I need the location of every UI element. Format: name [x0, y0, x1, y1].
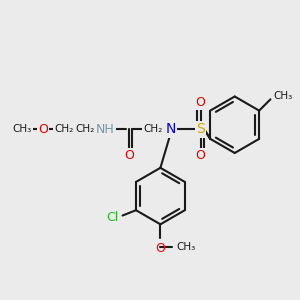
Text: CH₂: CH₂ [75, 124, 94, 134]
Text: CH₃: CH₃ [273, 91, 293, 101]
Text: O: O [38, 123, 48, 136]
Text: CH₃: CH₃ [13, 124, 32, 134]
Text: O: O [155, 242, 165, 254]
Text: CH₃: CH₃ [177, 242, 196, 252]
Text: O: O [124, 149, 134, 162]
Text: NH: NH [96, 123, 115, 136]
Text: S: S [196, 122, 205, 136]
Text: Cl: Cl [106, 211, 118, 224]
Text: N: N [166, 122, 176, 136]
Text: CH₂: CH₂ [54, 124, 74, 134]
Text: O: O [196, 96, 206, 109]
Text: O: O [196, 149, 206, 162]
Text: CH₂: CH₂ [143, 124, 163, 134]
